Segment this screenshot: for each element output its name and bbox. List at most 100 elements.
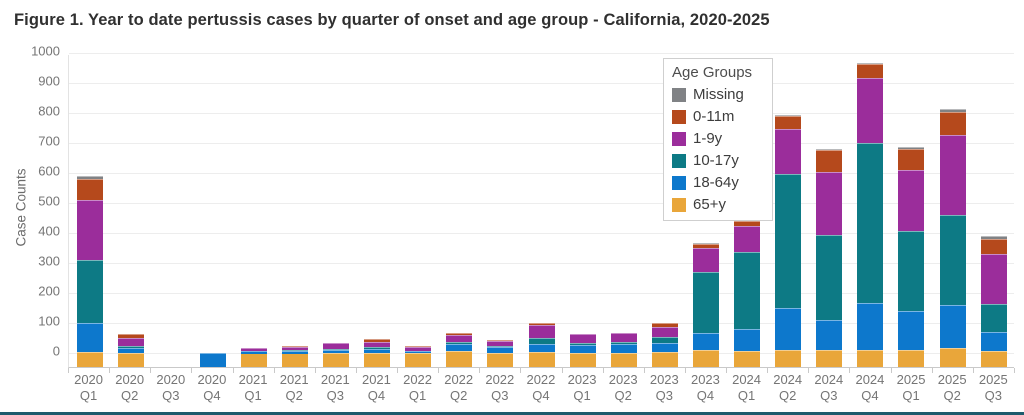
legend-item-1-9y: 1-9y <box>672 130 764 147</box>
bar-segment-65+y <box>117 353 144 354</box>
bar-segment-65+y <box>775 349 802 354</box>
bar-slot-2025-Q1 <box>891 55 932 367</box>
bar-base <box>405 354 432 367</box>
bar-segment-1-9y <box>980 254 1007 304</box>
bar-segment-0-11m <box>117 333 144 338</box>
gridline-600 <box>69 173 1014 174</box>
bar-base <box>117 354 144 367</box>
bar-base <box>610 354 637 367</box>
bar-slot-2025-Q2 <box>932 55 973 367</box>
legend-label-65+y: 65+y <box>693 196 726 213</box>
bar-segment-18-64y <box>199 352 226 354</box>
bar-slot-2021-Q4 <box>357 55 398 367</box>
bar-segment-Missing <box>76 175 103 179</box>
bar-segment-18-64y <box>76 323 103 352</box>
bar-segment-0-11m <box>364 339 391 342</box>
bar-segment-0-11m <box>405 345 432 347</box>
bar-segment-65+y <box>651 351 678 354</box>
bar-slot-2022-Q2 <box>439 55 480 367</box>
bar-segment-65+y <box>323 353 350 354</box>
bar-segment-Missing <box>816 148 843 151</box>
legend-swatch-Missing <box>672 87 686 102</box>
bar-segment-10-17y <box>939 214 966 305</box>
ytick-label-200: 200 <box>38 283 60 299</box>
bar-segment-65+y <box>569 352 596 354</box>
xtick-label-2021-Q1: 2021 Q1 <box>238 372 268 403</box>
bar-base <box>323 354 350 367</box>
bar-segment-18-64y <box>980 332 1007 351</box>
stacked-bars <box>69 55 1014 367</box>
bar-segment-0-11m <box>692 243 719 249</box>
bar-slot-2023-Q2 <box>603 55 644 367</box>
bar-2021-Q3 <box>323 342 350 367</box>
bar-segment-18-64y <box>446 343 473 351</box>
xtick-label-2020-Q2: 2020 Q2 <box>115 372 145 403</box>
xtick-label-2020-Q4: 2020 Q4 <box>197 372 227 403</box>
bar-slot-2022-Q3 <box>480 55 521 367</box>
bar-segment-65+y <box>405 353 432 354</box>
xtick <box>561 368 563 373</box>
bar-segment-65+y <box>898 349 925 354</box>
bar-2023-Q1 <box>569 333 596 367</box>
xtick <box>397 368 399 373</box>
xtick-label-2023-Q4: 2023 Q4 <box>690 372 720 403</box>
bar-segment-0-11m <box>487 340 514 341</box>
gridline-800 <box>69 113 1014 114</box>
xtick <box>643 368 645 373</box>
bar-segment-Missing <box>939 108 966 112</box>
bar-segment-10-17y <box>323 349 350 350</box>
bar-segment-18-64y <box>569 345 596 353</box>
bar-segment-18-64y <box>857 303 884 350</box>
bar-base <box>898 354 925 367</box>
bar-segment-1-9y <box>487 340 514 347</box>
bar-base <box>364 354 391 367</box>
bar-segment-18-64y <box>487 347 514 353</box>
bar-segment-10-17y <box>651 337 678 344</box>
xtick-label-2022-Q3: 2022 Q3 <box>485 372 515 403</box>
bar-segment-65+y <box>816 349 843 354</box>
bar-base <box>569 354 596 367</box>
bar-segment-18-64y <box>405 351 432 354</box>
xtick-label-2023-Q2: 2023 Q2 <box>608 372 638 403</box>
bar-base <box>199 354 226 367</box>
bar-slot-2020-Q3 <box>151 55 192 367</box>
bar-base <box>446 354 473 367</box>
footer-rule <box>0 412 1024 415</box>
legend-swatch-0-11m <box>672 109 686 124</box>
xtick-label-2021-Q4: 2021 Q4 <box>361 372 391 403</box>
bar-segment-10-17y <box>528 337 555 345</box>
xtick-label-2024-Q4: 2024 Q4 <box>855 372 885 403</box>
bar-segment-0-11m <box>857 63 884 78</box>
bar-segment-0-11m <box>775 116 802 129</box>
bar-segment-1-9y <box>692 248 719 272</box>
xtick-label-2025-Q1: 2025 Q1 <box>896 372 926 403</box>
bar-2024-Q4 <box>857 63 884 367</box>
legend-swatch-65+y <box>672 197 686 212</box>
bar-slot-2021-Q3 <box>316 55 357 367</box>
bar-2022-Q2 <box>446 332 473 367</box>
legend-item-18-64y: 18-64y <box>672 174 764 191</box>
bar-2024-Q3 <box>816 148 843 367</box>
bar-2022-Q1 <box>405 345 432 367</box>
xtick <box>767 368 769 373</box>
bar-segment-18-64y <box>117 348 144 354</box>
bar-2023-Q4 <box>692 243 719 367</box>
bar-segment-Missing <box>980 236 1007 239</box>
xtick <box>520 368 522 373</box>
bar-slot-2023-Q4 <box>685 55 726 367</box>
bar-segment-10-17y <box>816 234 843 321</box>
xtick <box>890 368 892 373</box>
xtick <box>109 368 111 373</box>
bar-segment-18-64y <box>651 343 678 352</box>
xtick <box>602 368 604 373</box>
bar-segment-10-17y <box>610 342 637 344</box>
xtick-label-2022-Q2: 2022 Q2 <box>444 372 474 403</box>
legend-label-Missing: Missing <box>693 86 744 103</box>
bar-segment-1-9y <box>651 326 678 338</box>
legend-item-Missing: Missing <box>672 86 764 103</box>
y-axis-title: Case Counts <box>13 168 29 247</box>
bar-segment-18-64y <box>240 351 267 354</box>
xtick-label-2020-Q3: 2020 Q3 <box>156 372 186 403</box>
plot-area: 0 100 200 300 400 500 600 700 800 900 1000 <box>31 44 1014 368</box>
ytick-label-100: 100 <box>38 313 60 329</box>
